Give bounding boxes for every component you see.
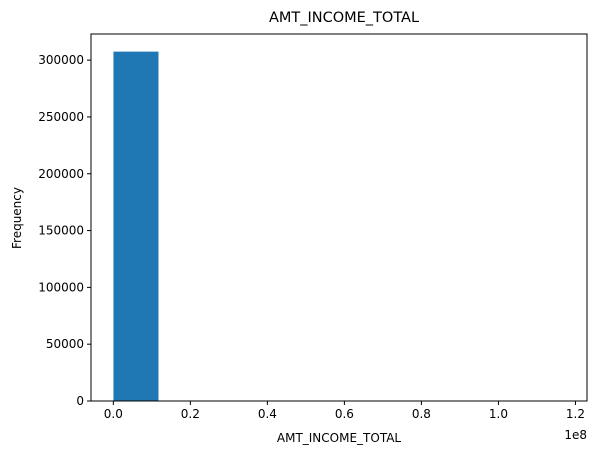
x-tick-label-5: 1.0 <box>489 407 508 421</box>
x-tick-label-3: 0.6 <box>335 407 354 421</box>
y-tick-label-1: 50000 <box>46 337 84 351</box>
plot-frame <box>90 33 588 402</box>
histogram-bars <box>113 51 564 402</box>
y-axis-ticks: 0 50000 100000 150000 200000 250000 300000 <box>38 53 91 408</box>
x-tick-label-4: 0.8 <box>412 407 431 421</box>
x-tick-label-0: 0.0 <box>104 407 123 421</box>
y-tick-label-0: 0 <box>76 394 84 408</box>
y-tick-label-3: 150000 <box>38 224 84 238</box>
x-axis-label: AMT_INCOME_TOTAL <box>277 431 402 445</box>
y-tick-label-2: 100000 <box>38 280 84 294</box>
x-axis-offset-label: 1e8 <box>564 428 587 442</box>
x-axis-ticks: 0.0 0.2 0.4 0.6 0.8 1.0 1.2 <box>104 401 585 421</box>
y-tick-label-4: 200000 <box>38 167 84 181</box>
histogram-bar-0 <box>113 51 159 402</box>
x-tick-label-1: 0.2 <box>181 407 200 421</box>
x-tick-label-2: 0.4 <box>258 407 277 421</box>
y-tick-label-5: 250000 <box>38 110 84 124</box>
y-axis-label: Frequency <box>10 187 24 249</box>
x-tick-label-6: 1.2 <box>566 407 585 421</box>
chart-title: AMT_INCOME_TOTAL <box>269 10 419 26</box>
y-tick-label-6: 300000 <box>38 53 84 67</box>
